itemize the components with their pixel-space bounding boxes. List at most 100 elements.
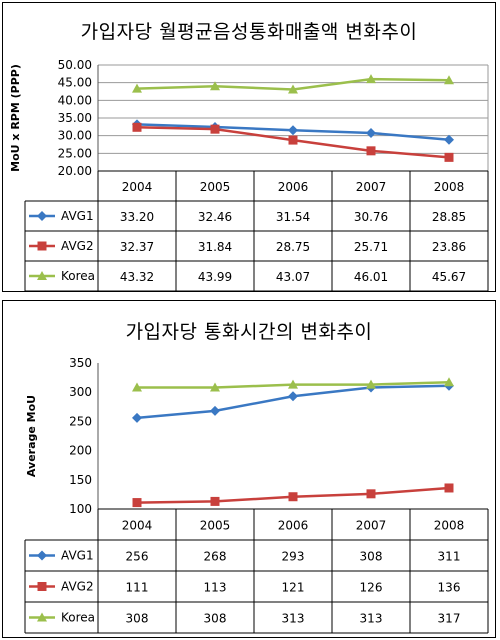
x-category-label: 2007: [356, 519, 387, 533]
data-point-korea: [210, 81, 220, 91]
table-cell-value: 28.75: [276, 240, 310, 254]
x-category-label: 2004: [122, 180, 153, 194]
x-category-label: 2008: [434, 519, 465, 533]
y-tick-label: 250: [69, 414, 92, 428]
table-cell-value: 308: [204, 612, 227, 626]
y-tick-label: 45.00: [58, 76, 92, 90]
table-cell-value: 313: [282, 612, 305, 626]
data-point-korea: [444, 377, 454, 387]
data-point-avg2: [366, 489, 376, 499]
table-cell-value: 317: [438, 612, 461, 626]
data-point-avg2: [366, 146, 376, 156]
data-point-avg1: [444, 134, 454, 145]
table-cell-value: 32.46: [198, 210, 232, 224]
data-point-korea: [210, 382, 220, 392]
table-cell-value: 121: [282, 581, 305, 595]
table-cell-value: 43.99: [198, 270, 232, 284]
data-point-avg1: [288, 391, 298, 402]
x-category-label: 2008: [434, 180, 465, 194]
legend-label: Korea: [61, 269, 95, 283]
y-tick-label: 100: [69, 502, 92, 516]
data-point-korea: [288, 84, 298, 94]
legend-label: Korea: [61, 611, 95, 625]
table-cell-value: 136: [438, 581, 461, 595]
x-category-label: 2005: [200, 180, 231, 194]
x-category-label: 2004: [122, 519, 153, 533]
table-cell-value: 31.54: [276, 210, 310, 224]
data-point-avg1: [210, 405, 220, 416]
legend-key-marker: [37, 211, 47, 221]
table-cell-value: 268: [204, 550, 227, 564]
y-tick-label: 30.00: [58, 129, 92, 143]
y-tick-label: 150: [69, 473, 92, 487]
y-tick-label: 40.00: [58, 93, 92, 107]
legend-label: AVG1: [61, 209, 94, 223]
data-point-avg1: [366, 127, 376, 138]
y-axis-label: MoU x RPM (PPP): [9, 64, 22, 172]
table-cell-value: 30.76: [354, 210, 388, 224]
x-category-label: 2006: [278, 180, 309, 194]
table-cell-value: 256: [126, 550, 149, 564]
chart-title: 가입자당 월평균음성통화매출액 변화추이: [80, 21, 418, 43]
y-tick-label: 35.00: [58, 111, 92, 125]
data-point-korea: [132, 83, 142, 93]
line-chart-revenue: MoU x RPM (PPP) 20.00 25.00 30.00 35.00 40.00…: [9, 58, 489, 292]
series-line-avg1: [136, 384, 450, 420]
data-point-korea: [132, 382, 142, 392]
table-cell-value: 113: [204, 581, 227, 595]
y-tick-label: 300: [69, 385, 92, 399]
y-tick-label: 200: [69, 444, 92, 458]
x-category-label: 2006: [278, 519, 309, 533]
table-cell-value: 45.67: [432, 270, 466, 284]
table-cell-value: 33.20: [120, 210, 154, 224]
data-point-avg2: [288, 135, 298, 145]
chart-title: 가입자당 통화시간의 변화추이: [125, 321, 373, 343]
legend-key-marker: [37, 612, 47, 622]
data-point-avg2: [210, 496, 220, 506]
table-cell-value: 32.37: [120, 240, 154, 254]
table-cell-value: 28.85: [432, 210, 466, 224]
table-cell-value: 25.71: [354, 240, 388, 254]
y-tick-label: 50.00: [58, 58, 92, 72]
y-tick-label: 20.00: [58, 164, 92, 178]
table-cell-value: 43.32: [120, 270, 154, 284]
data-point-avg2: [210, 124, 220, 134]
data-point-avg1: [288, 125, 298, 136]
legend-label: AVG2: [61, 239, 94, 253]
legend-key-marker: [37, 271, 47, 280]
chart-panel-revenue: 가입자당 월평균음성통화매출액 변화추이 MoU x RPM (PPP) 20.0…: [2, 2, 496, 292]
data-point-avg2: [132, 122, 142, 132]
data-point-avg2: [288, 492, 298, 502]
data-point-korea: [288, 379, 298, 389]
table-cell-value: 313: [360, 612, 383, 626]
table-cell-value: 311: [438, 550, 461, 564]
x-category-label: 2005: [200, 519, 231, 533]
table-cell-value: 308: [360, 550, 383, 564]
legend-label: AVG1: [61, 549, 94, 563]
y-axis-label: Average MoU: [25, 395, 38, 477]
table-cell-value: 43.07: [276, 270, 310, 284]
data-point-avg2: [444, 483, 454, 493]
x-category-label: 2007: [356, 180, 387, 194]
table-cell-value: 308: [126, 612, 149, 626]
legend-label: AVG2: [61, 580, 94, 594]
data-point-korea: [366, 74, 376, 84]
data-point-avg2: [132, 498, 142, 508]
data-point-avg1: [132, 412, 142, 423]
y-tick-label: 25.00: [58, 146, 92, 160]
data-point-avg2: [444, 152, 454, 162]
data-point-korea: [366, 379, 376, 389]
chart-panel-mou: 가입자당 통화시간의 변화추이 Average MoU 100 150 200 250 3…: [2, 300, 496, 638]
legend-key-marker: [37, 582, 47, 591]
table-cell-value: 31.84: [198, 240, 232, 254]
table-cell-value: 126: [360, 581, 383, 595]
line-chart-mou: Average MoU 100 150 200 250 300 350 2004 2005 200…: [24, 356, 489, 634]
legend-key-marker: [37, 550, 47, 561]
data-point-korea: [444, 75, 454, 85]
legend-key-marker: [37, 241, 47, 251]
table-cell-value: 111: [126, 581, 149, 595]
y-tick-label: 350: [69, 356, 92, 370]
table-cell-value: 293: [282, 550, 305, 564]
table-cell-value: 23.86: [432, 240, 466, 254]
table-cell-value: 46.01: [354, 270, 388, 284]
